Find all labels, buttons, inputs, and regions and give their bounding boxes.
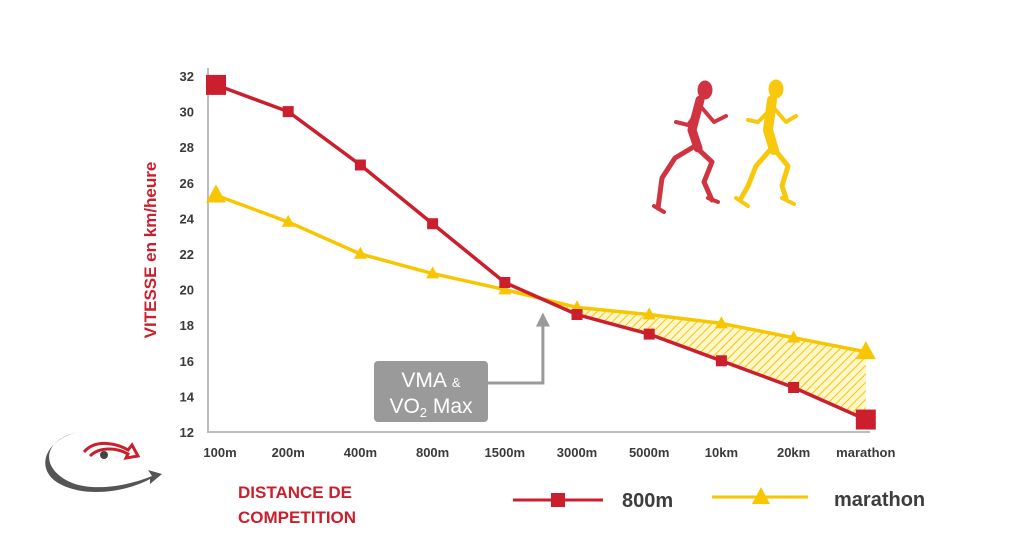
vma-annotation-sub: 2	[420, 405, 427, 420]
x-tick-label: 800m	[416, 445, 449, 460]
running-man-yellow-icon	[734, 79, 798, 208]
series-800m-point	[427, 218, 439, 230]
series-800m-point	[715, 355, 727, 367]
series-800m-point	[282, 106, 294, 118]
series-marathon-line	[215, 193, 867, 354]
y-tick-label: 30	[180, 105, 194, 120]
series-marathon-point	[642, 307, 656, 320]
series-800m-point	[643, 328, 655, 340]
series-800m-point	[571, 309, 583, 321]
y-tick-label: 28	[180, 140, 194, 155]
series-marathon-point	[787, 330, 801, 343]
y-tick-label: 26	[180, 176, 194, 191]
y-tick-label: 18	[180, 318, 194, 333]
x-tick-label: 1500m	[485, 445, 525, 460]
series-800m-point	[354, 159, 366, 171]
legend: 800m marathon	[513, 487, 925, 512]
series-800m-point	[788, 382, 800, 393]
x-tick-label: marathon	[836, 445, 895, 460]
x-axis-label-line1: DISTANCE DE	[238, 483, 352, 502]
y-tick-label: 16	[180, 354, 194, 369]
logo-arrows-icon	[45, 432, 162, 493]
legend-marathon-marker	[752, 487, 770, 504]
vma-annotation-amp: &	[452, 375, 461, 390]
legend-800m-marker	[551, 493, 565, 507]
running-man-red-icon	[652, 80, 728, 214]
vma-annotation-vma: VMA	[401, 369, 447, 392]
y-axis-label: VITESSE en km/heure	[141, 162, 160, 339]
vma-annotation-max: Max	[427, 395, 473, 418]
series-800m-line	[215, 83, 867, 422]
vma-annotation-box	[374, 361, 488, 422]
vma-annotation-vo: VO	[389, 395, 419, 418]
series-marathon-point	[353, 246, 367, 259]
x-axis-label-line2: COMPETITION	[238, 508, 356, 527]
y-tick-label: 32	[180, 69, 194, 84]
y-tick-label: 20	[180, 283, 194, 298]
vma-arrow-line	[488, 324, 545, 385]
y-tick-label: 14	[180, 389, 195, 404]
x-tick-label: 200m	[272, 445, 305, 460]
x-tick-label: 20km	[777, 445, 810, 460]
series-800m-point	[499, 276, 511, 288]
series-marathon-point	[206, 184, 226, 203]
vma-annotation: VMA & VO2 Max	[374, 361, 488, 422]
x-tick-label: 100m	[203, 445, 236, 460]
legend-800m-label: 800m	[622, 490, 673, 512]
y-tick-label: 24	[180, 211, 195, 226]
vma-annotation-line2: VO2 Max	[389, 395, 473, 420]
series-marathon-point	[498, 282, 512, 295]
x-tick-label: 10km	[705, 445, 738, 460]
y-tick-label: 12	[180, 425, 194, 440]
series-marathon-point	[714, 316, 728, 329]
x-tick-label: 3000m	[557, 445, 597, 460]
series-marathon-point	[281, 214, 295, 227]
series-marathon-point	[855, 341, 876, 360]
legend-marathon-label: marathon	[834, 489, 925, 511]
series-marathon-point	[426, 266, 440, 279]
y-tick-label: 22	[180, 247, 194, 262]
vma-annotation-line1: VMA &	[401, 369, 461, 392]
series-800m-point	[206, 74, 226, 95]
vma-arrow-head	[535, 312, 550, 327]
series-800m-point	[855, 409, 876, 430]
x-tick-label: 400m	[344, 445, 377, 460]
x-tick-label: 5000m	[629, 445, 669, 460]
